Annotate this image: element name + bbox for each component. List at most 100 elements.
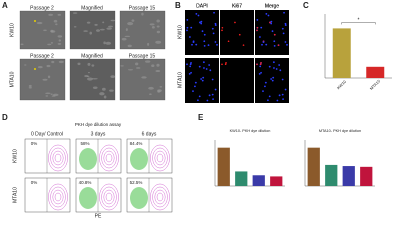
contour — [101, 186, 117, 208]
nucleus — [260, 71, 262, 74]
contour — [150, 144, 170, 172]
ki67-signal — [234, 21, 236, 24]
row-label: MTA10 — [177, 72, 183, 88]
nucleus — [267, 14, 270, 17]
nucleus — [200, 20, 203, 23]
nucleus — [279, 69, 282, 72]
nucleus — [186, 29, 188, 32]
cell — [89, 31, 93, 35]
nucleus — [192, 41, 195, 44]
nucleus — [271, 79, 274, 82]
cell — [103, 41, 106, 45]
cell — [156, 25, 160, 28]
contour — [156, 192, 164, 202]
row-label: MTA10 — [12, 187, 18, 203]
cell — [147, 42, 150, 46]
nucleus — [197, 14, 200, 17]
cell — [127, 69, 134, 71]
cell — [83, 30, 88, 32]
nucleus — [211, 93, 214, 96]
ki67-signal — [221, 63, 223, 66]
nucleus — [200, 22, 203, 25]
cell — [109, 89, 114, 92]
flow-plot — [24, 177, 71, 213]
row-label: KW10 — [9, 23, 15, 37]
cell — [46, 64, 51, 68]
nucleus — [278, 64, 281, 66]
cell — [127, 22, 134, 26]
percentage: 52.5% — [130, 180, 143, 185]
cell — [58, 60, 64, 64]
cell — [24, 64, 27, 66]
cell — [48, 13, 53, 16]
contour — [105, 153, 113, 163]
nucleus — [190, 26, 193, 29]
bar — [342, 166, 355, 186]
figure: A KW10 Passage 2 Magnified Passage 15 MTA10 Pa… — [2, 1, 392, 220]
nucleus — [201, 79, 204, 82]
nucleus — [212, 98, 214, 101]
nucleus — [273, 40, 276, 43]
nucleus — [270, 22, 273, 25]
ki67-signal — [277, 44, 280, 46]
nucleus — [208, 94, 211, 97]
contour — [103, 189, 115, 205]
nucleus — [256, 19, 259, 21]
nucleus — [201, 30, 204, 33]
contour — [99, 144, 119, 172]
nucleus — [198, 65, 201, 68]
nucleus — [262, 90, 264, 93]
nucleus — [203, 44, 206, 47]
percentage: 0% — [31, 180, 38, 185]
nucleus — [189, 65, 192, 68]
cell — [37, 66, 43, 69]
nucleus — [268, 65, 271, 68]
ki67-signal — [256, 26, 259, 29]
cell — [156, 30, 161, 34]
ki67-signal — [259, 63, 262, 66]
panel-letter: C — [303, 1, 309, 10]
ki67-signal — [221, 26, 224, 29]
nucleus — [284, 24, 287, 27]
bar — [360, 166, 373, 186]
nucleus — [265, 43, 268, 46]
contour — [152, 186, 168, 208]
bar — [325, 164, 338, 186]
significance: * — [358, 18, 360, 24]
nucleus — [260, 26, 263, 29]
cell — [87, 62, 91, 66]
nucleus — [281, 78, 284, 81]
percentage: 0% — [31, 141, 38, 146]
significance-bracket — [341, 22, 376, 25]
nucleus — [258, 72, 261, 75]
nucleus — [198, 95, 201, 98]
contour — [50, 186, 66, 208]
nucleus — [268, 95, 271, 98]
nucleus — [259, 36, 261, 38]
nucleus — [195, 12, 198, 15]
nucleus — [199, 21, 201, 24]
nucleus — [194, 85, 196, 88]
cell — [45, 95, 49, 97]
chart-title: KW10- PKH dye dilution — [230, 129, 271, 133]
ki67-signal — [260, 62, 262, 64]
row-label: KW10 — [177, 25, 183, 39]
cell — [110, 19, 116, 22]
percentage: 58% — [80, 141, 89, 146]
nucleus — [195, 43, 198, 46]
cell — [28, 84, 32, 88]
panel-letter: B — [175, 1, 181, 10]
column-header: 3 days — [91, 131, 106, 137]
divided-population — [79, 187, 97, 209]
cell — [43, 29, 47, 32]
nucleus — [197, 99, 199, 102]
contour — [152, 147, 168, 169]
cell — [102, 87, 106, 91]
column-header: Ki67 — [232, 3, 242, 9]
cell — [121, 37, 127, 41]
ki67-signal — [242, 44, 245, 46]
marker — [34, 20, 36, 22]
nucleus — [265, 12, 268, 15]
cell — [110, 75, 116, 79]
cell — [57, 42, 62, 45]
